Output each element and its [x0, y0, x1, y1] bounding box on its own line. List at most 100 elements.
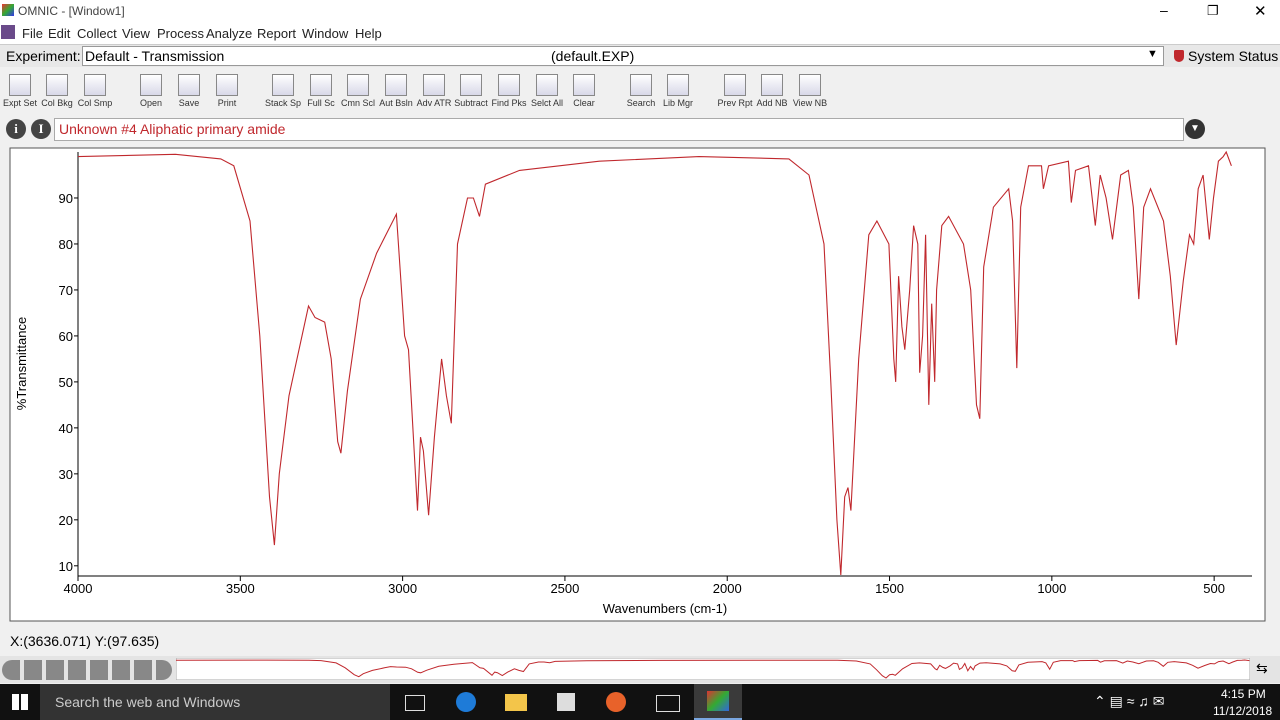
status-shield — [1174, 50, 1184, 62]
x-tick-label: 500 — [1203, 581, 1225, 596]
toolbar-label: Lib Mgr — [662, 98, 693, 108]
toolbar-label: Search — [626, 98, 656, 108]
toolbar-button[interactable]: Expt Set — [0, 74, 40, 108]
omnic-task[interactable] — [694, 684, 742, 720]
toolbar-button[interactable]: Subtract — [451, 74, 491, 108]
toolbar-icon — [667, 74, 689, 96]
toolbar-label: Find Pks — [491, 98, 527, 108]
toolbar-button[interactable]: Lib Mgr — [658, 74, 698, 108]
x-tick-label: 2000 — [713, 581, 742, 596]
toolbar-button[interactable]: Col Bkg — [37, 74, 77, 108]
tray-icons[interactable]: ⌃ ▤ ≈ ♫ ✉ — [1094, 693, 1165, 709]
experiment-name: Default - Transmission — [85, 48, 225, 64]
search-placeholder: Search the web and Windows — [55, 694, 241, 710]
toolbar-button[interactable]: Clear — [564, 74, 604, 108]
toolbar-label: Aut Bsln — [379, 98, 413, 108]
menu-item[interactable]: Report — [257, 26, 297, 41]
mail-icon[interactable] — [656, 695, 680, 712]
toolbar-label: Prev Rpt — [717, 98, 753, 108]
toolbar-button[interactable]: Print — [207, 74, 247, 108]
menu-item[interactable]: Window — [302, 26, 349, 41]
toolbar-icon — [385, 74, 407, 96]
firefox-icon[interactable] — [606, 692, 626, 712]
start-button[interactable] — [12, 694, 28, 710]
toolbar-button[interactable]: Aut Bsln — [376, 74, 416, 108]
x-tick-label: 2500 — [550, 581, 579, 596]
toolbar-button[interactable]: Open — [131, 74, 171, 108]
omnic-icon — [707, 691, 729, 711]
info-button[interactable]: i — [6, 119, 26, 139]
spectrum-line — [77, 150, 1232, 576]
combo-arrow[interactable]: ▼ — [1147, 48, 1158, 60]
app-icon — [2, 4, 14, 16]
toolbar-button[interactable]: Prev Rpt — [715, 74, 755, 108]
menu-item[interactable]: File — [22, 26, 43, 41]
doc-icon — [1, 25, 15, 39]
toolbar-label: Clear — [573, 98, 595, 108]
title-button[interactable]: I — [31, 119, 51, 139]
explorer-icon[interactable] — [505, 694, 527, 711]
toolbar-icon — [799, 74, 821, 96]
toolbar-icon — [216, 74, 238, 96]
toolbar-icon — [9, 74, 31, 96]
overview-toggle[interactable]: ⇆ — [1256, 660, 1268, 676]
toolbar-icon — [761, 74, 783, 96]
system-status[interactable]: System Status — [1188, 48, 1279, 64]
store-icon[interactable] — [557, 693, 575, 711]
toolbar-label: Open — [139, 98, 163, 108]
toolbar-button[interactable]: Selct All — [527, 74, 567, 108]
toolbar-button[interactable]: Save — [169, 74, 209, 108]
toolbar-icon — [573, 74, 595, 96]
edge-icon[interactable] — [456, 692, 476, 712]
y-tick-label: 90 — [59, 191, 73, 206]
toolbar-label: Col Bkg — [41, 98, 73, 108]
overview-strip — [176, 658, 1250, 680]
toolbar-label: Stack Sp — [264, 98, 302, 108]
toolbar-icon — [140, 74, 162, 96]
experiment-combo[interactable]: Default - Transmission (default.EXP) ▼ — [82, 46, 1164, 66]
clock-date: 11/12/2018 — [1213, 704, 1273, 718]
zoom-tools[interactable] — [2, 660, 172, 680]
experiment-bar: Experiment: Default - Transmission (defa… — [0, 44, 1280, 67]
title-bar: OMNIC - [Window1] – ❐ ✕ — [0, 0, 1280, 22]
minimize-button[interactable]: – — [1160, 2, 1168, 18]
toolbar-label: Add NB — [756, 98, 788, 108]
search-box[interactable]: Search the web and Windows — [40, 684, 390, 720]
y-tick-label: 10 — [59, 559, 73, 574]
title-dropdown[interactable]: ▼ — [1185, 119, 1205, 139]
toolbar-button[interactable]: Cmn Scl — [338, 74, 378, 108]
toolbar-button[interactable]: Search — [621, 74, 661, 108]
toolbar-label: View NB — [792, 98, 828, 108]
menu-item[interactable]: Help — [355, 26, 382, 41]
y-axis-label: %Transmittance — [14, 317, 29, 410]
restore-button[interactable]: ❐ — [1207, 3, 1219, 18]
toolbar-label: Full Sc — [307, 98, 335, 108]
toolbar-icon — [498, 74, 520, 96]
toolbar-button[interactable]: Adv ATR — [414, 74, 454, 108]
plot-panel — [9, 147, 1266, 622]
toolbar-button[interactable]: Col Smp — [75, 74, 115, 108]
x-tick-label: 4000 — [64, 581, 93, 596]
toolbar-icon — [423, 74, 445, 96]
experiment-file: (default.EXP) — [551, 48, 635, 64]
clock-time: 4:15 PM — [1221, 687, 1266, 701]
menu-item[interactable]: Edit — [48, 26, 71, 41]
menu-item[interactable]: View — [122, 26, 150, 41]
toolbar-icon — [84, 74, 106, 96]
toolbar-button[interactable]: Add NB — [752, 74, 792, 108]
toolbar-icon — [178, 74, 200, 96]
toolbar-label: Print — [217, 98, 237, 108]
x-tick-label: 1000 — [1037, 581, 1066, 596]
close-button[interactable]: ✕ — [1254, 3, 1267, 20]
menu-item[interactable]: Process — [157, 26, 204, 41]
y-tick-label: 30 — [59, 467, 73, 482]
toolbar-button[interactable]: Full Sc — [301, 74, 341, 108]
toolbar-button[interactable]: View NB — [790, 74, 830, 108]
task-view[interactable] — [405, 695, 425, 711]
y-tick-label: 20 — [59, 513, 73, 528]
toolbar-button[interactable]: Stack Sp — [263, 74, 303, 108]
menu-item[interactable]: Collect — [77, 26, 117, 41]
menu-item[interactable]: Analyze — [206, 26, 253, 41]
toolbar-button[interactable]: Find Pks — [489, 74, 529, 108]
